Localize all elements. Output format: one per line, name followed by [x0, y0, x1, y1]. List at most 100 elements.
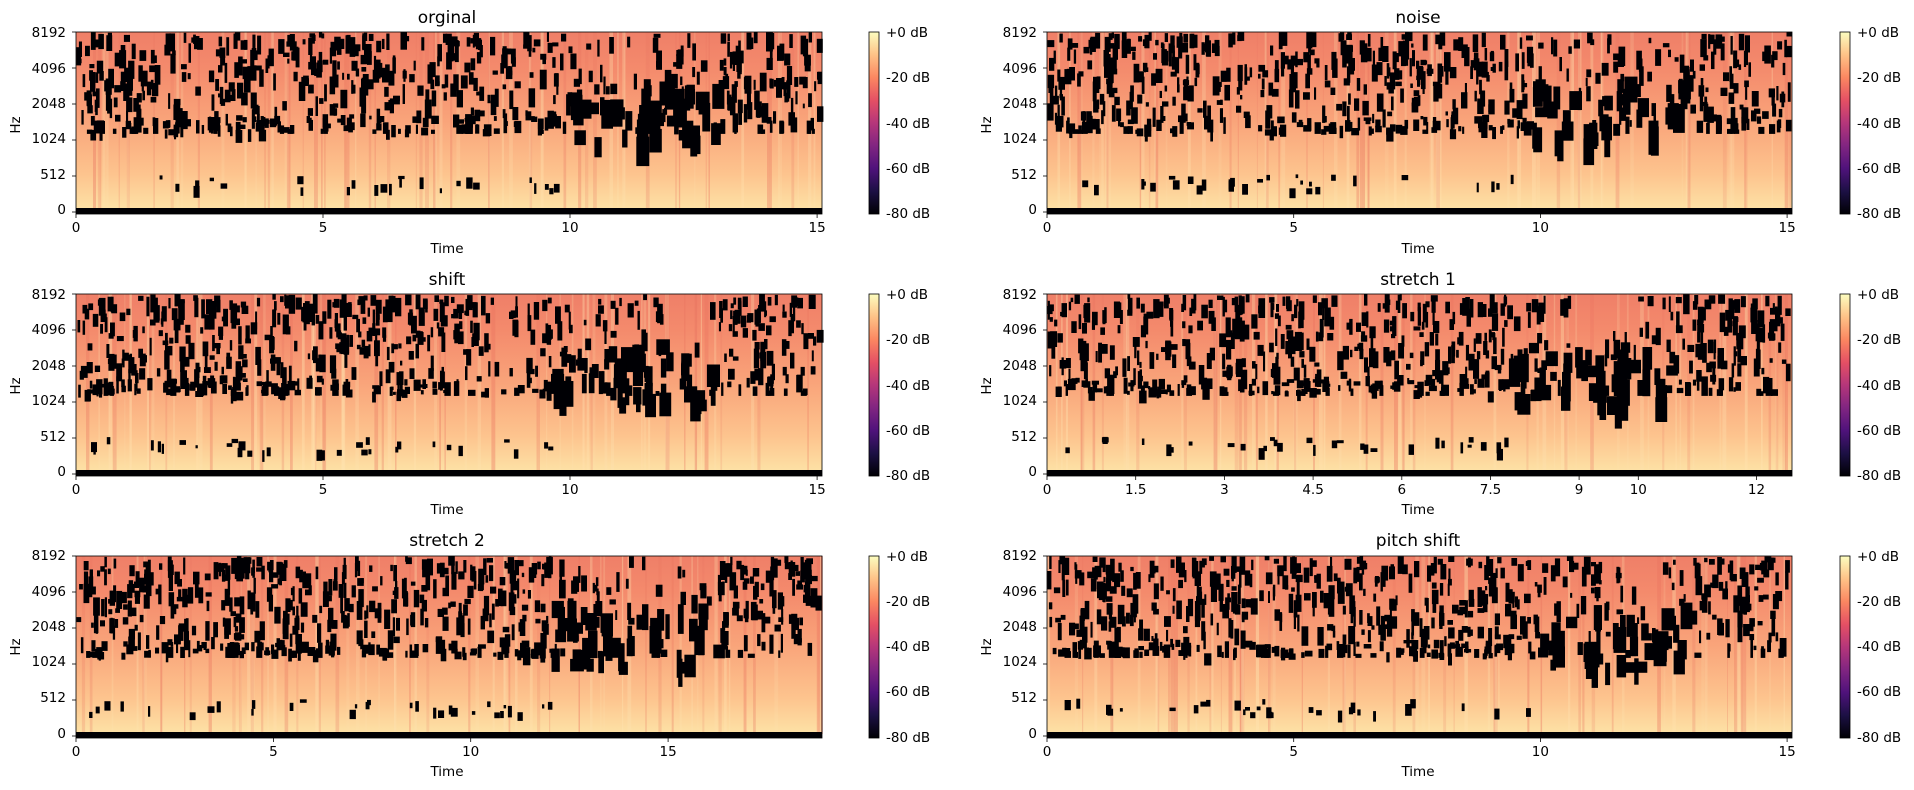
spectrogram-blob	[1072, 129, 1079, 134]
spectrogram-blob	[552, 57, 556, 68]
spectrogram-blob	[443, 92, 447, 101]
spectrogram-blob	[523, 32, 530, 45]
spectrogram-blob	[438, 327, 445, 337]
spectrogram-blob	[273, 73, 276, 91]
spectrogram-blob	[292, 586, 295, 602]
spectrogram-blob	[1387, 111, 1393, 117]
spectrogram-blob	[1324, 307, 1331, 327]
spectrogram-blob	[764, 616, 771, 624]
spectrogram-blob	[1330, 557, 1333, 569]
spectrogram-blob	[1109, 586, 1117, 594]
spectrogram-blob	[1047, 331, 1054, 349]
spectrogram-blob	[1214, 45, 1220, 57]
spectrogram-blob	[1598, 561, 1603, 574]
spectrogram-streak	[86, 294, 90, 472]
spectrogram-blob	[309, 309, 315, 321]
spectrogram-blob	[399, 371, 404, 385]
spectrogram-blob	[636, 614, 645, 630]
spectrogram-blob	[1318, 332, 1324, 342]
spectrogram-blob	[531, 563, 538, 575]
spectrogram-blob	[502, 48, 508, 69]
spectrogram-blob	[195, 86, 201, 96]
spectrogram-blob	[1530, 53, 1534, 68]
spectrogram-blob	[1237, 584, 1241, 605]
spectrogram-blob	[425, 384, 428, 388]
spectrogram-blob	[139, 614, 144, 623]
spectrogram-streak	[1590, 294, 1594, 472]
spectrogram-blob	[351, 80, 354, 94]
spectrogram-blob	[1096, 99, 1100, 109]
spectrogram-blob	[1425, 374, 1433, 386]
spectrogram-blob	[600, 100, 606, 111]
spectrogram-blob	[488, 361, 491, 377]
spectrogram-blob	[123, 604, 128, 610]
spectrogram-blob	[98, 297, 106, 316]
spectrogram-blob	[1730, 36, 1733, 55]
spectrogram-blob	[1346, 44, 1353, 64]
spectrogram-blob	[1697, 344, 1705, 360]
spectrogram-blob	[1461, 626, 1468, 633]
spectrogram-blob	[500, 711, 504, 719]
spectrogram-blob	[340, 115, 346, 126]
spectrogram-streak	[1079, 32, 1083, 210]
spectrogram-blob	[1655, 327, 1661, 346]
spectrogram-blob	[351, 367, 357, 380]
spectrogram-blob	[1745, 586, 1750, 606]
spectrogram-blob	[90, 129, 97, 141]
spectrogram-blob	[1535, 632, 1540, 639]
spectrogram-blob	[1516, 126, 1519, 139]
spectrogram-blob	[1494, 586, 1497, 598]
spectrogram-blob	[193, 185, 200, 198]
spectrogram-blob	[269, 566, 274, 583]
spectrogram-blob	[505, 562, 513, 569]
spectrogram-blob	[1771, 54, 1775, 68]
spectrogram-blob	[1222, 604, 1229, 619]
spectrogram-blob	[504, 561, 507, 569]
spectrogram-blob	[246, 385, 249, 396]
spectrogram-blob	[366, 605, 369, 619]
spectrogram-blob	[1458, 629, 1464, 641]
spectrogram-blob	[1306, 437, 1313, 444]
spectrogram-blob	[1543, 85, 1552, 114]
spectrogram-blob	[811, 350, 814, 362]
spectrogram-blob	[1401, 175, 1409, 181]
spectrogram-blob	[1106, 81, 1113, 94]
spectrogram-blob	[386, 33, 390, 50]
spectrogram-blob	[1200, 701, 1207, 707]
spectrogram-blob	[1346, 66, 1351, 83]
spectrogram-blob	[374, 608, 382, 619]
spectrogram-blob	[466, 349, 472, 366]
spectrogram-blob	[1647, 296, 1654, 307]
y-tick-label: 0	[1028, 202, 1037, 218]
spectrogram-blob	[1477, 67, 1482, 77]
spectrogram-blob	[1194, 571, 1201, 586]
spectrogram-streak	[1338, 294, 1342, 472]
spectrogram-blob	[1188, 361, 1196, 370]
spectrogram-blob	[615, 610, 618, 620]
spectrogram-blob	[220, 643, 224, 651]
spectrogram-blob	[499, 577, 506, 586]
spectrogram-blob	[627, 625, 633, 639]
spectrogram-blob	[100, 120, 105, 134]
spectrogram-blob	[100, 566, 105, 572]
spectrogram-blob	[1244, 67, 1248, 85]
spectrogram-blob	[1507, 652, 1512, 661]
spectrogram-blob	[544, 184, 549, 190]
spectrogram-blob	[382, 67, 389, 83]
spectrogram-blob	[1241, 320, 1245, 336]
spectrogram-blob	[1088, 390, 1095, 401]
spectrogram-blob	[484, 125, 488, 132]
spectrogram-blob	[1201, 179, 1207, 191]
spectrogram-blob	[152, 297, 158, 306]
spectrogram-blob	[1071, 43, 1079, 48]
spectrogram-blob	[1411, 102, 1419, 113]
spectrogram-blob	[778, 617, 784, 622]
spectrogram-blob	[1476, 66, 1479, 85]
spectrogram-blob	[308, 37, 313, 55]
spectrogram-blob	[376, 40, 382, 53]
spectrogram-blob	[1477, 626, 1484, 639]
spectrogram-blob	[571, 580, 578, 594]
spectrogram-blob	[218, 65, 223, 73]
x-tick-label: 15	[809, 482, 826, 498]
spectrogram-blob	[1123, 377, 1128, 394]
